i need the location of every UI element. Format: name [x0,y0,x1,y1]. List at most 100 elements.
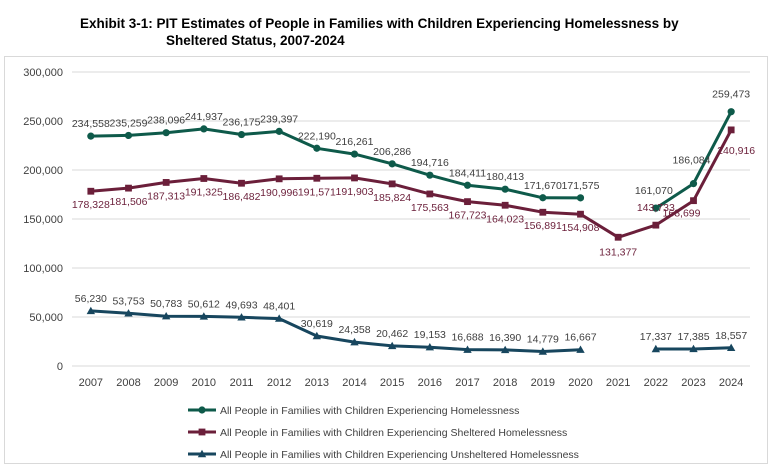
data-point-sheltered [238,179,245,187]
chart-title-line-1: Exhibit 3-1: PIT Estimates of People in … [80,16,679,31]
data-point-total [237,130,246,139]
chart-title: Exhibit 3-1: PIT Estimates of People in … [80,15,720,49]
data-point-total [350,150,359,158]
x-tick-label: 2007 [79,377,103,389]
data-label-total: 194,716 [411,157,449,169]
x-tick-label: 2022 [644,377,668,389]
data-label-total: 259,473 [712,89,750,101]
data-label-total: 180,413 [486,171,524,183]
x-tick-label: 2020 [568,377,592,389]
data-point-sheltered [539,208,547,216]
data-label-sheltered: 143,733 [637,202,675,214]
data-label-sheltered: 186,482 [223,191,261,203]
data-label-total: 239,397 [260,113,298,125]
data-label-sheltered: 178,328 [72,199,110,211]
data-point-total [162,129,170,137]
data-label-unsheltered: 18,557 [715,330,747,342]
data-point-sheltered [652,221,660,229]
data-point-sheltered [275,175,283,183]
data-point-sheltered [426,190,434,198]
data-label-total: 222,190 [298,130,336,142]
data-point-unsheltered [538,347,548,355]
data-point-sheltered [577,210,584,218]
data-point-sheltered [200,175,208,182]
data-point-total [501,185,509,193]
data-point-unsheltered [161,312,171,320]
data-point-sheltered [87,187,95,195]
data-point-unsheltered [124,309,133,317]
data-point-sheltered [614,233,622,241]
data-point-unsheltered [237,313,246,321]
legend-label-total: All People in Families with Children Exp… [220,405,519,417]
data-point-sheltered [727,126,735,134]
data-label-unsheltered: 56,230 [75,293,107,305]
data-label-total: 161,070 [635,185,673,197]
data-point-total [652,204,660,212]
data-point-unsheltered [651,344,661,353]
x-tick-label: 2009 [154,377,178,389]
data-label-total: 171,670 [524,180,562,192]
data-label-sheltered: 191,571 [298,186,336,198]
data-point-unsheltered [425,343,435,351]
data-label-sheltered: 167,723 [449,210,487,222]
y-tick-label: 0 [57,361,63,373]
data-label-unsheltered: 48,401 [263,301,295,313]
data-point-unsheltered [463,345,472,353]
data-point-unsheltered [86,306,96,315]
data-point-sheltered [388,180,396,188]
x-tick-label: 2019 [531,377,555,389]
data-point-sheltered [162,179,170,186]
data-label-sheltered: 154,908 [562,222,600,234]
data-label-sheltered: 187,313 [147,190,185,202]
data-point-total [689,180,698,188]
data-point-sheltered [125,184,132,192]
data-label-unsheltered: 50,612 [188,298,220,310]
data-label-unsheltered: 16,667 [564,332,596,344]
data-label-total: 206,286 [373,146,411,158]
data-label-sheltered: 240,916 [717,145,755,157]
legend-marker-unsheltered [197,449,207,458]
x-tick-label: 2011 [230,377,254,389]
chart-frame [4,56,768,464]
y-tick-label: 150,000 [23,214,63,226]
data-point-unsheltered [350,337,359,346]
data-label-sheltered: 175,563 [411,202,449,214]
data-point-total [275,127,283,135]
data-label-sheltered: 168,699 [663,208,701,220]
legend-label-sheltered: All People in Families with Children Exp… [220,427,567,439]
data-label-sheltered: 191,325 [185,187,223,199]
data-label-unsheltered: 14,779 [527,334,559,346]
legend-marker-sheltered [198,428,206,436]
x-tick-label: 2016 [418,377,442,389]
x-tick-label: 2013 [305,377,329,389]
data-point-unsheltered [576,345,585,353]
data-point-unsheltered [726,343,736,352]
data-point-unsheltered [689,344,698,353]
data-point-total [313,144,321,152]
x-tick-label: 2017 [455,377,479,389]
data-label-sheltered: 181,506 [110,196,148,208]
data-label-unsheltered: 30,619 [301,318,333,330]
y-tick-label: 250,000 [23,116,63,128]
x-tick-label: 2023 [681,377,705,389]
x-tick-label: 2018 [493,377,517,389]
x-tick-label: 2010 [192,377,216,389]
data-label-sheltered: 185,824 [373,192,411,204]
x-tick-label: 2012 [267,377,291,389]
data-label-total: 241,937 [185,111,223,123]
data-label-unsheltered: 17,385 [677,331,709,343]
data-point-total [463,181,472,189]
x-tick-label: 2021 [606,377,630,389]
data-label-sheltered: 131,377 [599,246,637,258]
data-point-unsheltered [274,314,284,322]
data-label-sheltered: 164,023 [486,213,524,225]
data-label-unsheltered: 16,688 [451,332,483,344]
data-label-unsheltered: 19,153 [414,329,446,341]
x-tick-label: 2024 [719,377,743,389]
legend-marker-total [198,406,206,414]
data-point-total [727,108,735,116]
data-label-unsheltered: 16,390 [489,332,521,344]
data-point-unsheltered [199,312,209,320]
x-tick-label: 2015 [380,377,404,389]
